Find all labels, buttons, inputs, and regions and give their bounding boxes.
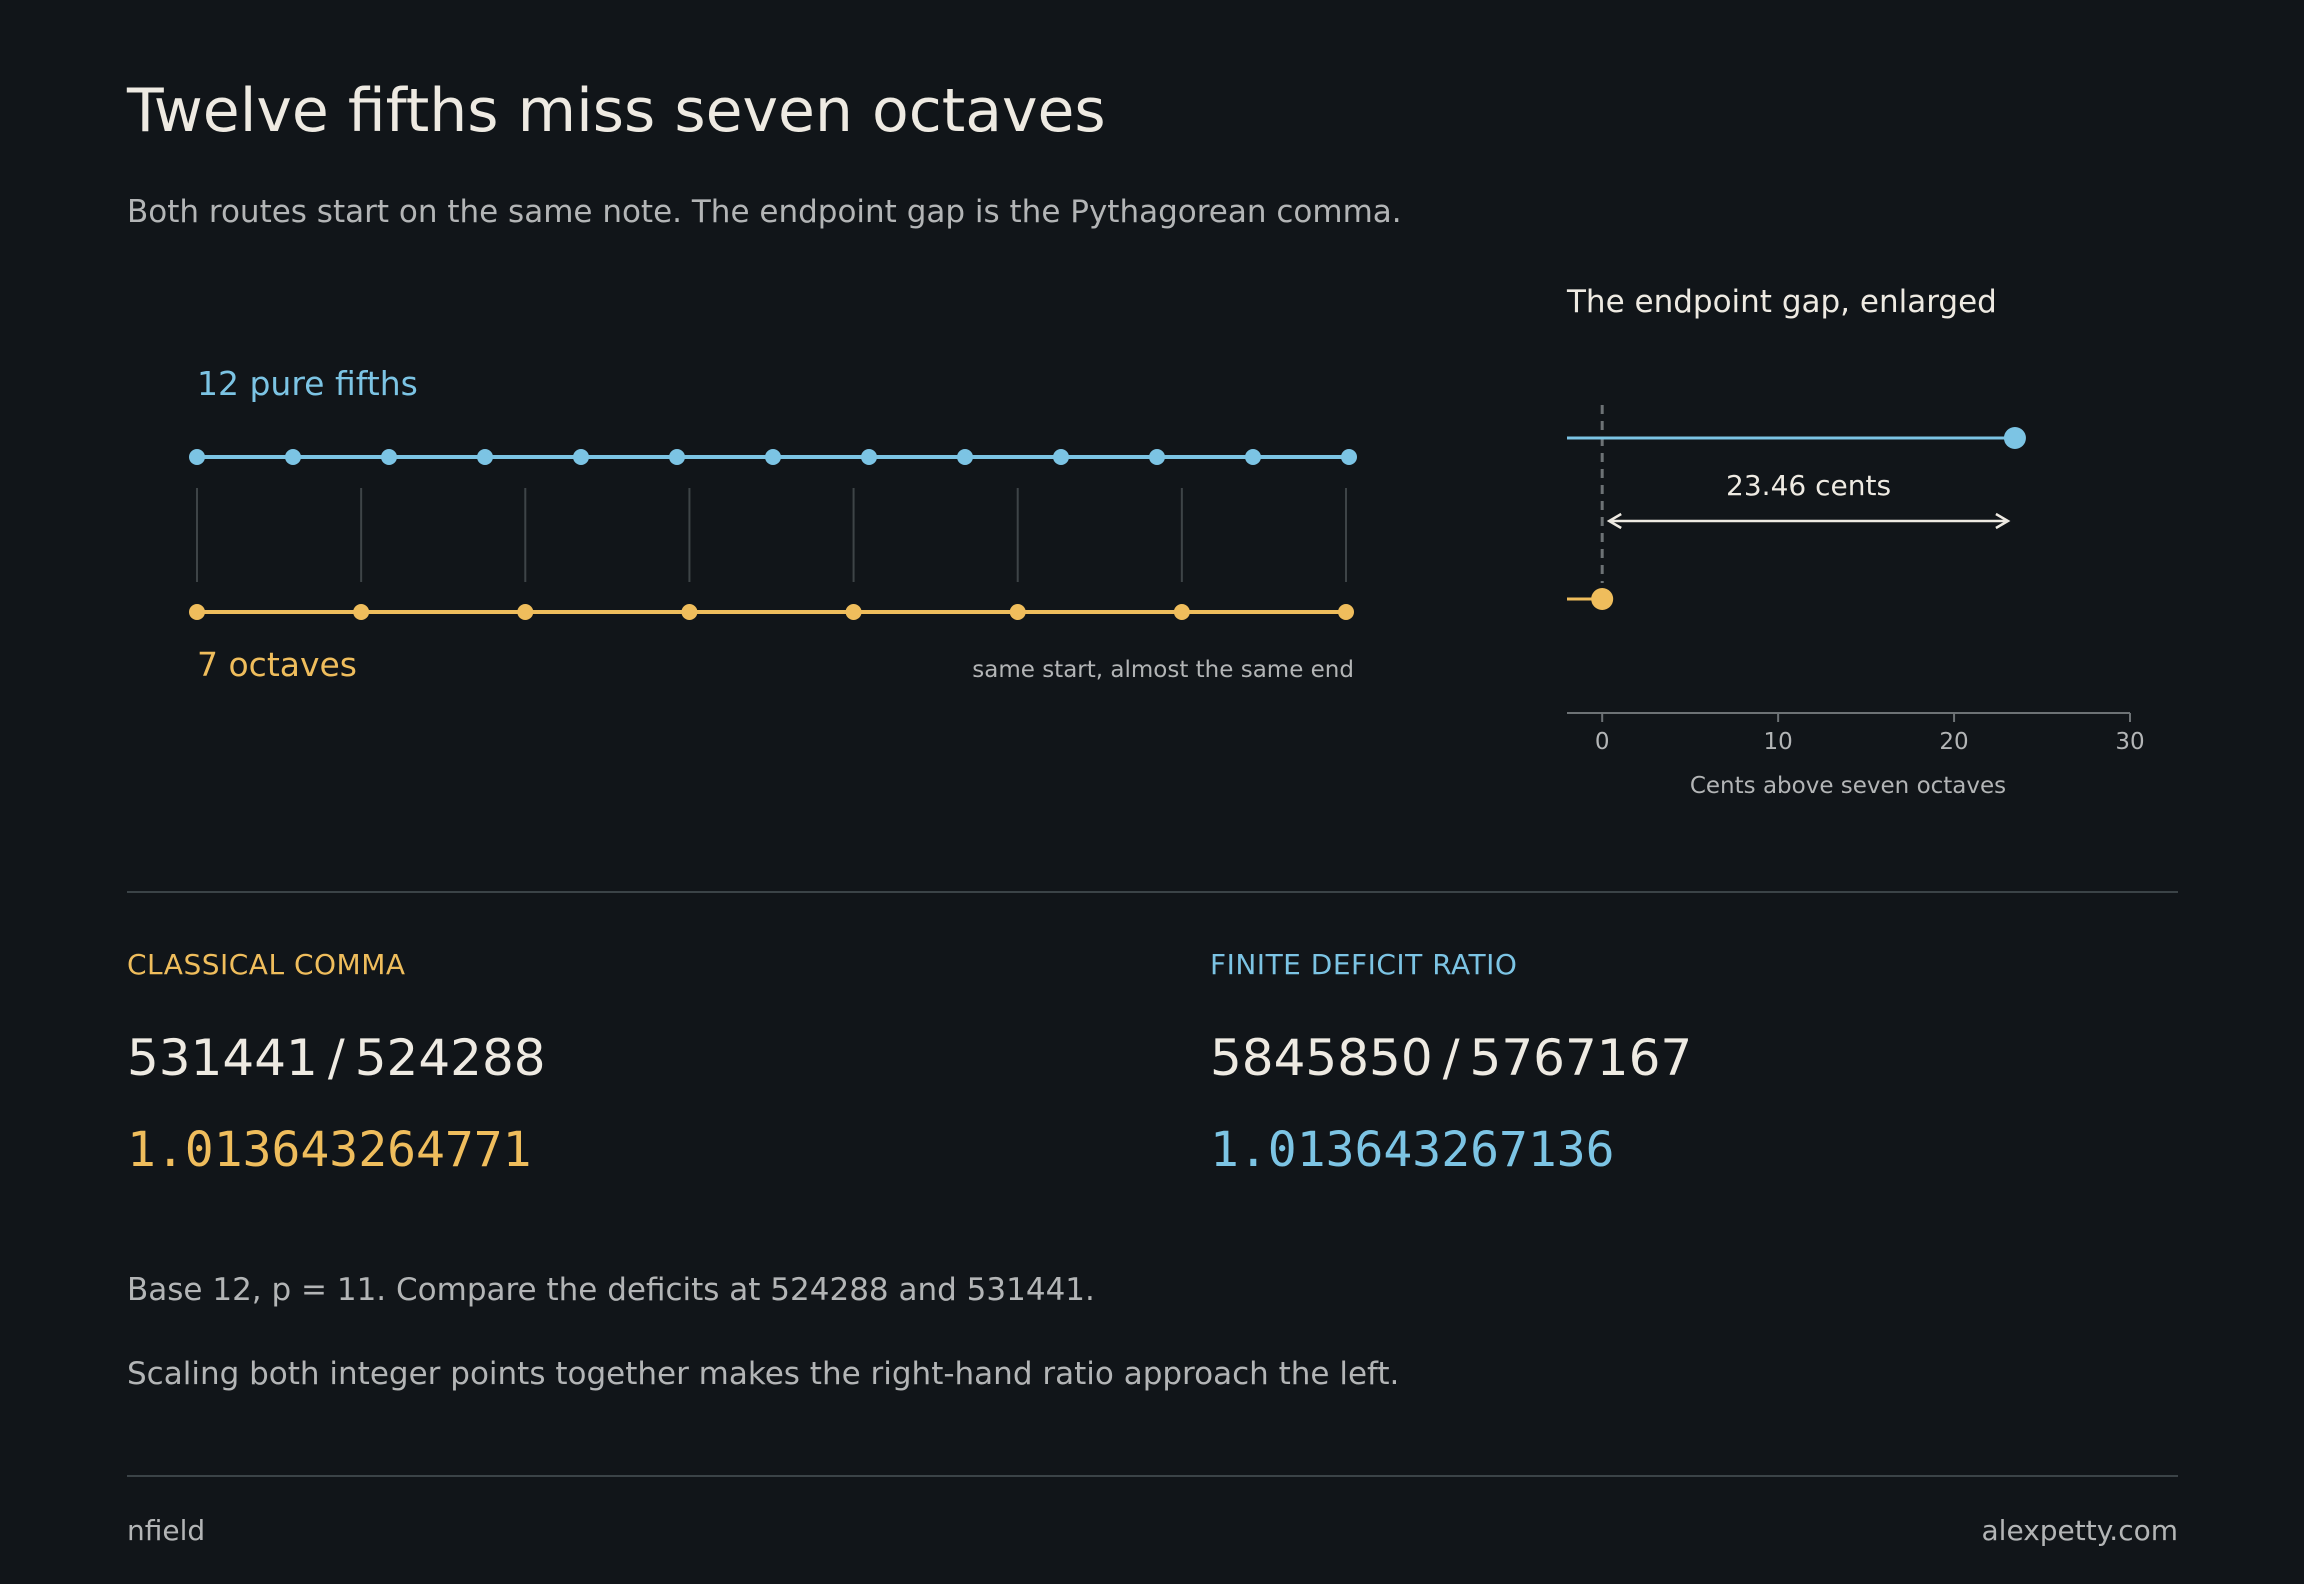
classical-comma-label: CLASSICAL COMMA	[127, 948, 406, 981]
x-axis-ticks: 0 10 20 30	[1595, 713, 2145, 755]
fifth-step-dot	[573, 449, 589, 465]
finite-deficit-ratio: 5845850/5767167	[1210, 1029, 1692, 1087]
x-tick-label: 10	[1763, 729, 1792, 755]
fifth-step-dots	[189, 449, 1357, 465]
fifth-step-dot	[957, 449, 973, 465]
octave-step-dot	[1338, 604, 1354, 620]
octave-step-dot	[1173, 604, 1190, 620]
footer-site: alexpetty.com	[1981, 1514, 2178, 1547]
routes-caption: same start, almost the same end	[972, 657, 1354, 683]
fifth-step-dot	[1149, 449, 1165, 465]
ratio-slash: /	[1442, 1029, 1460, 1087]
gap-double-arrow	[1606, 512, 2011, 530]
fifth-step-dot	[669, 449, 685, 465]
fifth-step-dot	[477, 449, 493, 465]
fifth-step-dot	[285, 449, 301, 465]
fifth-step-dot	[381, 449, 397, 465]
gap-annotation: 23.46 cents	[1726, 469, 1891, 502]
octave-guide-lines	[196, 488, 1347, 582]
octave-step-dot	[189, 604, 205, 620]
fifth-step-dot	[1245, 449, 1261, 465]
footer-brand: nfield	[127, 1514, 206, 1547]
octave-step-dot	[681, 604, 698, 620]
fifths-endpoint-point	[2003, 427, 2026, 449]
ratio-slash: /	[327, 1029, 345, 1087]
finite-deficit-numerator: 5845850	[1210, 1029, 1433, 1087]
classical-comma-decimal: 1.013643264771	[127, 1122, 532, 1178]
fifths-route-label: 12 pure fifths	[197, 364, 418, 403]
finite-deficit-denominator: 5767167	[1469, 1029, 1693, 1087]
octaves-endpoint-point	[1591, 588, 1614, 610]
x-tick-label: 20	[1939, 729, 1968, 755]
classical-comma-numerator: 531441	[127, 1029, 318, 1087]
fifth-step-dot	[861, 449, 877, 465]
fifth-step-dot	[1053, 449, 1069, 465]
note-line-2: Scaling both integer points together mak…	[127, 1356, 1400, 1392]
classical-comma-denominator: 524288	[354, 1029, 546, 1087]
routes-diagram: 12 pure fifths 7 octaves same start, alm…	[189, 364, 1357, 684]
classical-comma-ratio: 531441/524288	[127, 1029, 546, 1087]
footer-divider	[127, 1475, 2178, 1477]
arrow-head-right	[1995, 512, 2011, 530]
octave-step-dot	[517, 604, 534, 620]
x-tick-label: 0	[1595, 729, 1610, 755]
x-tick-label: 30	[2115, 729, 2144, 755]
fifth-step-dot	[1341, 449, 1357, 465]
octave-step-dot	[353, 604, 370, 620]
octaves-route-label: 7 octaves	[197, 645, 357, 684]
finite-deficit-decimal: 1.013643267136	[1210, 1122, 1615, 1178]
fifth-step-dot	[189, 449, 205, 465]
section-divider	[127, 891, 2178, 893]
octave-step-dot	[1009, 604, 1026, 620]
x-axis-label: Cents above seven octaves	[1690, 773, 2006, 799]
routes-and-gap-diagram: 12 pure fifths 7 octaves same start, alm…	[189, 284, 2145, 799]
gap-chart: The endpoint gap, enlarged 23.46 cents 0…	[1566, 284, 2145, 799]
page-title: Twelve fifths miss seven octaves	[127, 76, 1106, 146]
finite-deficit-label: FINITE DEFICIT RATIO	[1210, 948, 1518, 981]
octave-step-dot	[845, 604, 862, 620]
gap-chart-title: The endpoint gap, enlarged	[1566, 284, 1997, 320]
page-subtitle: Both routes start on the same note. The …	[127, 194, 1402, 230]
octave-step-dots	[189, 604, 1354, 620]
note-line-1: Base 12, p = 11. Compare the deficits at…	[127, 1272, 1095, 1308]
arrow-head-left	[1606, 512, 1622, 530]
fifth-step-dot	[765, 449, 781, 465]
